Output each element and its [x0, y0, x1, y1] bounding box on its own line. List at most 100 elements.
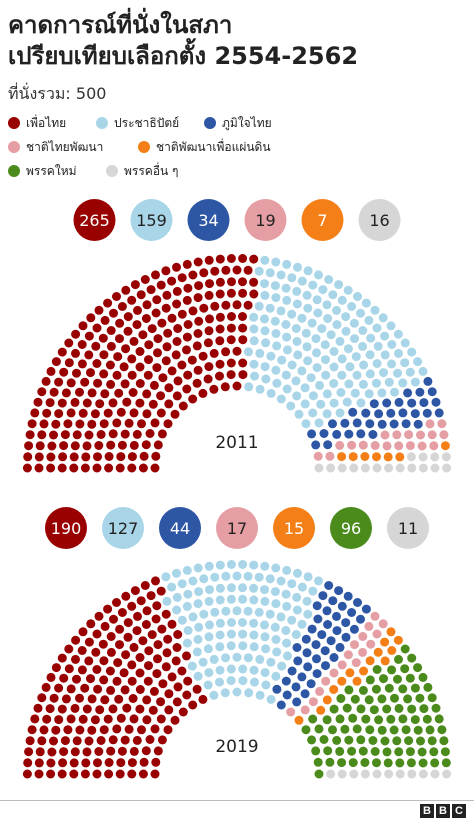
- seat-dot-2011: [75, 387, 84, 397]
- seat-dot-2019: [287, 615, 297, 625]
- seat-dot-2011: [193, 329, 203, 338]
- seat-dot-2011: [427, 430, 437, 440]
- seat-dot-2011: [117, 440, 127, 450]
- seat-dot-2019: [129, 746, 139, 756]
- seat-dot-2019: [368, 736, 378, 745]
- seat-dot-2019: [193, 563, 203, 573]
- seat-dot-2019: [384, 683, 394, 693]
- seat-dot-2011: [215, 254, 225, 264]
- seat-dot-2011: [215, 324, 225, 334]
- seat-dot-2019: [302, 596, 312, 606]
- seat-dot-2011: [365, 350, 375, 360]
- seat-dot-2019: [255, 690, 265, 700]
- seat-dot-2011: [323, 440, 333, 450]
- seat-dot-2019: [377, 694, 387, 704]
- seat-dot-2011: [220, 382, 230, 392]
- seat-dot-2011: [91, 341, 101, 351]
- seat-dot-2011: [27, 419, 37, 429]
- seat-dot-2011: [407, 347, 417, 357]
- seat-dot-2011: [312, 348, 321, 358]
- seat-dot-2019: [86, 619, 96, 629]
- seat-dot-2011: [194, 316, 204, 326]
- seat-dot-2011: [47, 441, 57, 451]
- seat-dot-2019: [282, 601, 292, 611]
- seat-dot-2011: [172, 299, 182, 309]
- seat-dot-2011: [238, 312, 247, 321]
- seat-dot-2011: [188, 306, 198, 316]
- seat-dot-2019: [410, 715, 420, 725]
- seat-dot-2011: [204, 255, 214, 265]
- seat-dot-2011: [129, 440, 139, 450]
- seat-dot-2019: [172, 605, 182, 615]
- seat-dot-2019: [332, 626, 342, 636]
- seat-dot-2011: [49, 430, 58, 440]
- seat-dot-2011: [255, 384, 265, 394]
- chart-title: คาดการณ์ที่นั่งในสภา เปรียบเทียบเลือกตั้…: [8, 10, 358, 72]
- seat-dot-2011: [215, 277, 225, 287]
- seat-dot-2019: [260, 668, 270, 678]
- seat-dot-2019: [324, 581, 334, 590]
- seat-count-bubble: [102, 507, 144, 549]
- seat-dot-2011: [364, 315, 374, 325]
- seat-dot-2011: [323, 314, 333, 323]
- seat-dot-2011: [329, 347, 339, 356]
- seat-dot-2011: [192, 341, 202, 351]
- seat-dot-2019: [23, 758, 33, 768]
- seat-dot-2019: [314, 724, 324, 734]
- seat-dot-2011: [143, 370, 153, 380]
- seat-dot-2019: [287, 579, 297, 589]
- seat-dot-2011: [90, 409, 100, 419]
- seat-dot-2019: [182, 651, 191, 661]
- seat-dot-2011: [215, 312, 225, 322]
- seat-dot-2011: [320, 340, 330, 350]
- seat-dot-2019: [232, 606, 242, 616]
- seat-dot-2011: [400, 358, 410, 368]
- seat-dot-2011: [394, 397, 404, 407]
- seat-dot-2011: [324, 275, 334, 284]
- seat-dot-2011: [205, 279, 214, 289]
- seat-dot-2011: [429, 441, 439, 451]
- seat-dot-2019: [127, 758, 137, 768]
- seat-dot-2019: [356, 735, 366, 745]
- legend-swatch: [96, 117, 108, 129]
- seat-dot-2019: [129, 714, 139, 724]
- seat-dot-2011: [265, 268, 275, 278]
- seat-dot-2011: [177, 273, 187, 283]
- seat-dot-2011: [161, 303, 171, 313]
- seat-dot-2011: [272, 341, 282, 351]
- seat-dot-2019: [42, 714, 52, 724]
- seat-dot-2011: [115, 318, 125, 328]
- seat-dot-2019: [365, 656, 375, 666]
- seat-dot-2011: [337, 452, 347, 462]
- seat-dot-2011: [329, 379, 339, 388]
- seat-dot-2019: [178, 707, 188, 717]
- seat-dot-2011: [105, 360, 115, 370]
- seat-dot-2019: [177, 666, 187, 676]
- seat-dot-2011: [193, 365, 203, 375]
- seat-dot-2019: [144, 661, 153, 671]
- seat-dot-2011: [138, 330, 148, 340]
- seat-dot-2019: [306, 679, 316, 689]
- seat-dot-2011: [103, 408, 113, 418]
- seat-dot-2011: [227, 312, 236, 321]
- seat-dot-2011: [183, 370, 193, 380]
- seat-dot-2019: [328, 596, 338, 606]
- seat-dot-2011: [70, 441, 80, 451]
- seat-dot-2011: [336, 388, 346, 397]
- seat-dot-2011: [198, 351, 208, 361]
- seat-dot-2019: [94, 611, 104, 621]
- seat-dot-2011: [384, 463, 394, 473]
- seat-dot-2011: [341, 326, 351, 336]
- seat-dot-2019: [82, 704, 92, 714]
- seat-dot-2011: [405, 367, 415, 377]
- seat-dot-2011: [356, 398, 366, 408]
- legend-label: พรรคใหม่: [26, 164, 77, 178]
- seat-dot-2011: [243, 347, 253, 357]
- year-label: 2019: [215, 737, 258, 757]
- seat-dot-2019: [81, 758, 91, 768]
- seat-dot-2019: [351, 658, 361, 668]
- seat-dot-2019: [33, 703, 43, 713]
- seat-dot-2019: [311, 640, 321, 650]
- seat-dot-2019: [260, 632, 270, 642]
- seat-dot-2011: [440, 441, 450, 451]
